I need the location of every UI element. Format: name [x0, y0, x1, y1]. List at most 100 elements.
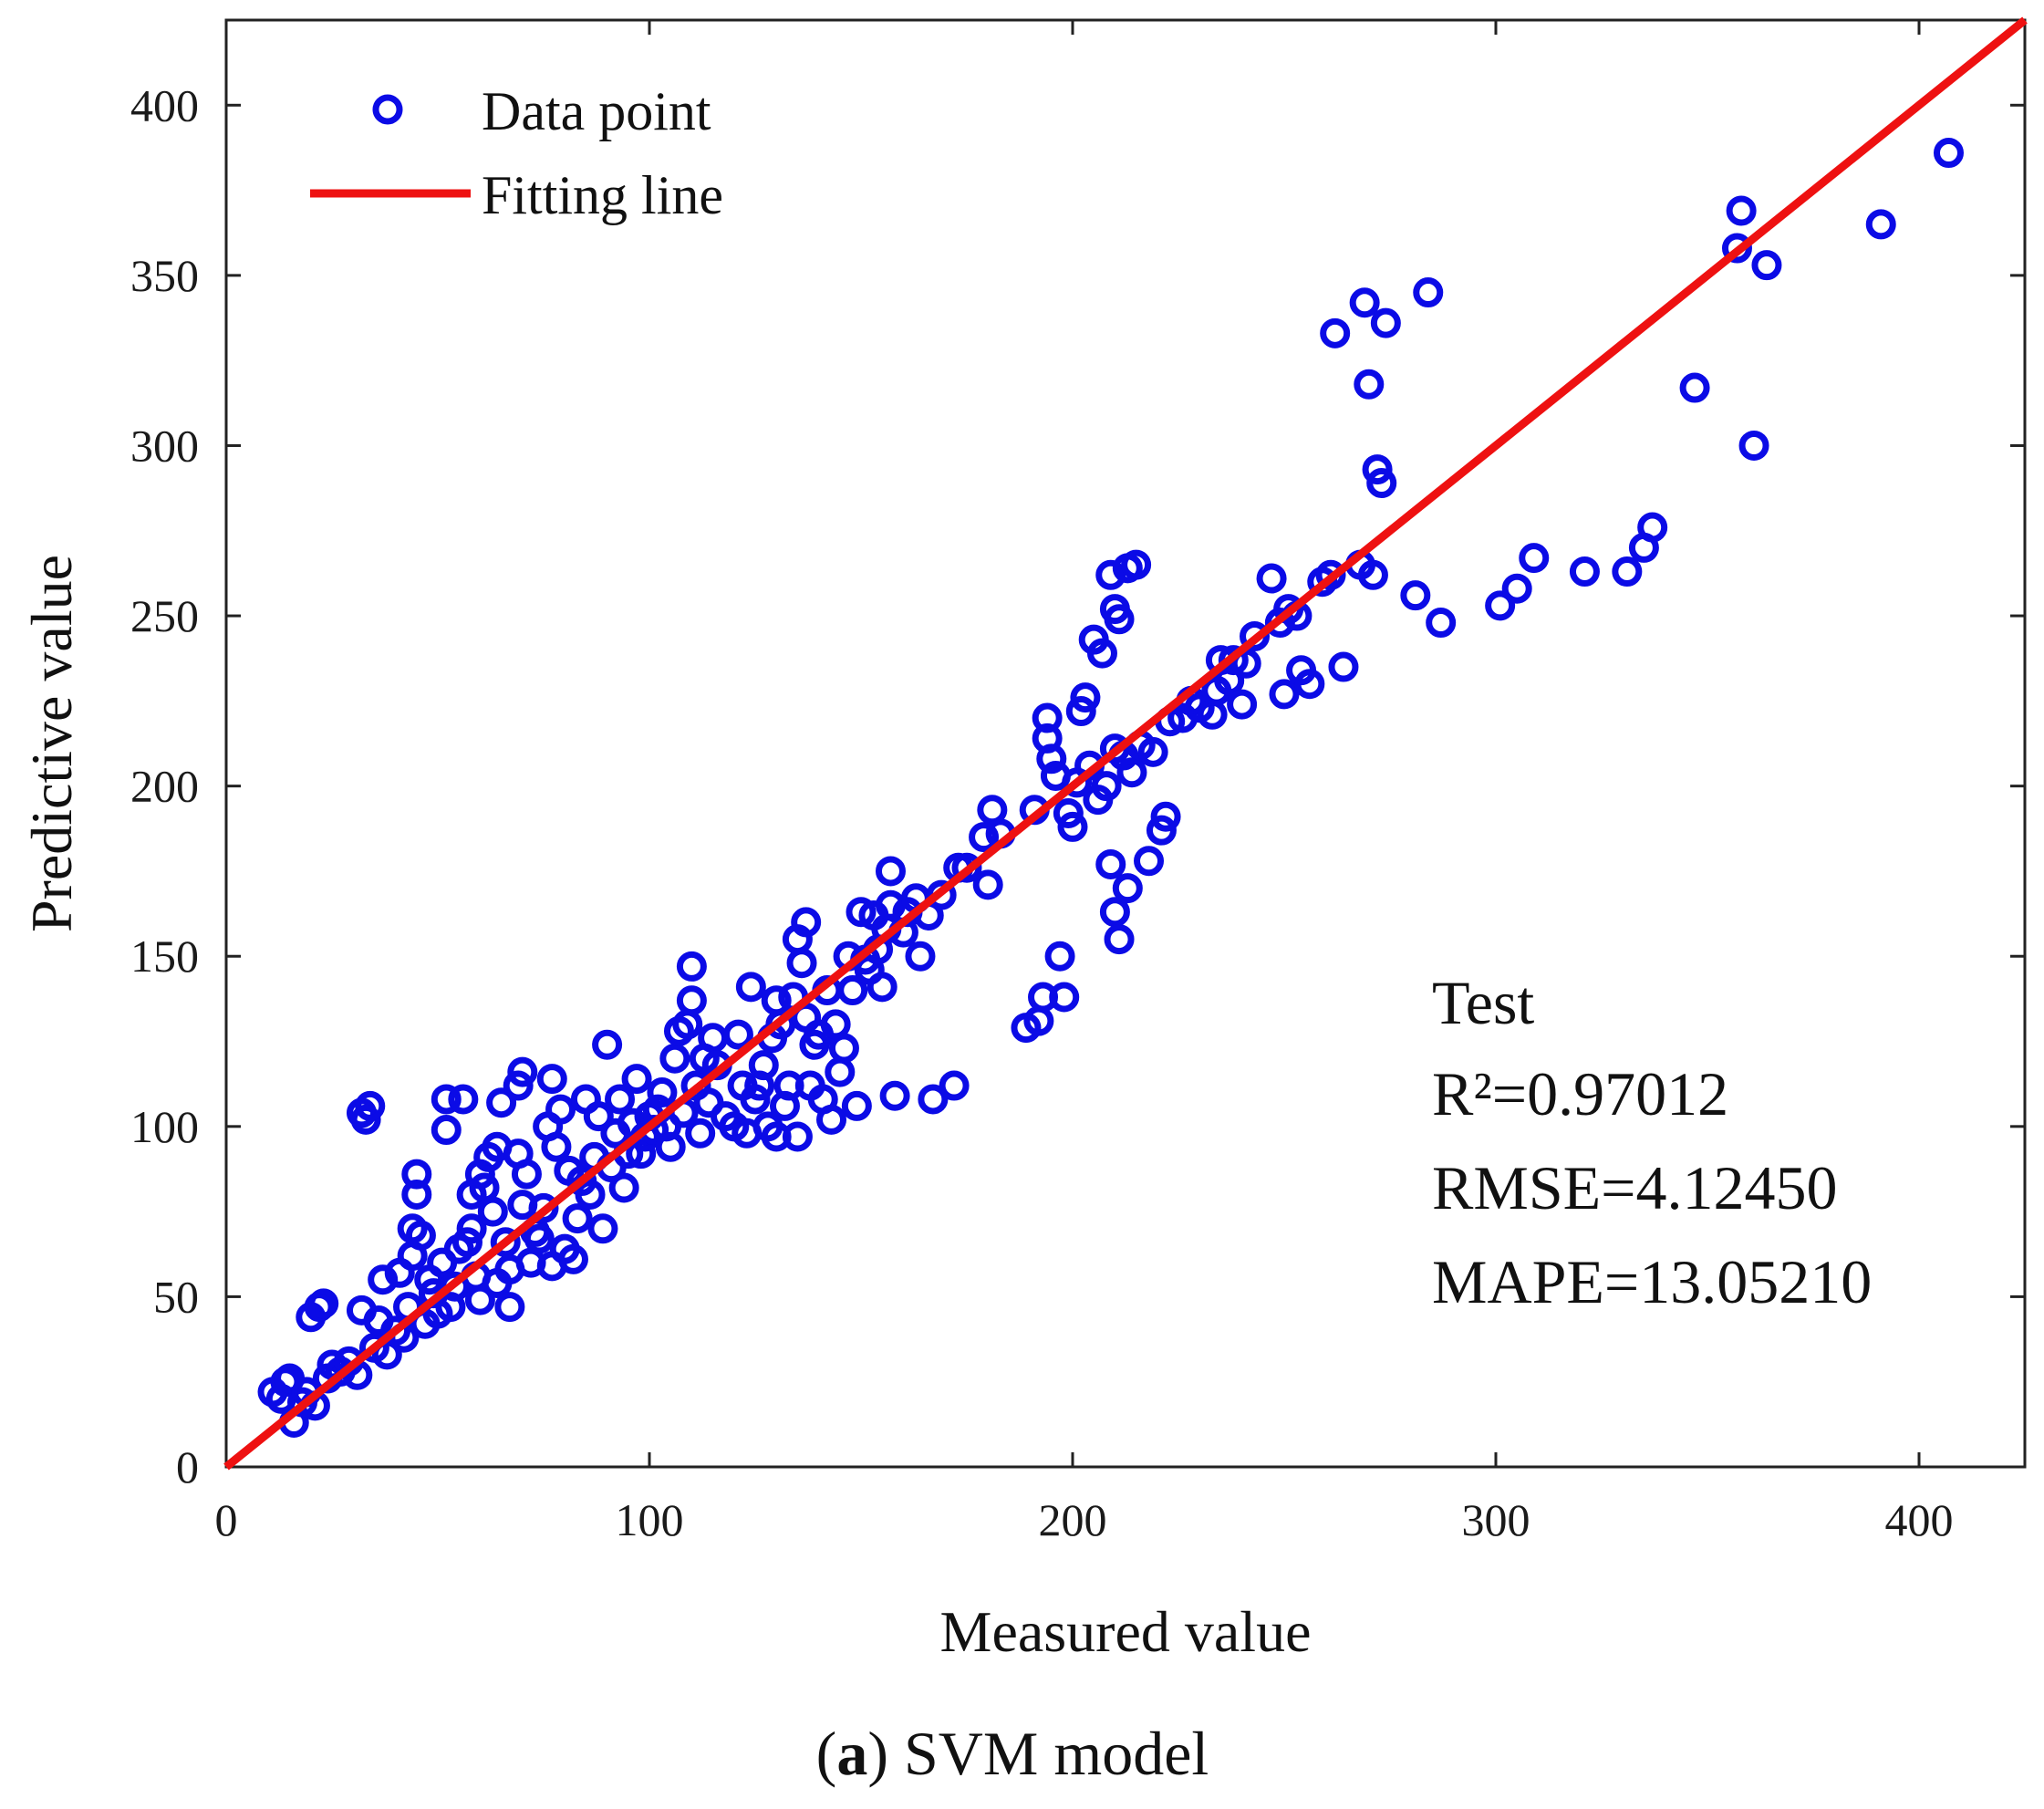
x-tick-label: 200	[1039, 1494, 1107, 1545]
data-point	[1104, 604, 1135, 635]
data-point	[1485, 590, 1516, 621]
data-point	[1413, 277, 1444, 308]
data-point	[875, 856, 906, 887]
data-point	[1032, 702, 1063, 733]
data-point	[748, 1050, 779, 1081]
y-tick-label: 150	[130, 930, 199, 982]
axis-tick-labels: 0 100 200 300 400 0 50 100 150 200 250 300 350 400	[130, 79, 1954, 1545]
data-point	[1612, 556, 1643, 587]
data-point	[1049, 982, 1080, 1013]
data-point	[1328, 651, 1359, 682]
stats-title: Test	[1432, 968, 1534, 1037]
data-point	[587, 1213, 618, 1244]
data-point	[507, 1056, 538, 1087]
data-point	[431, 1115, 462, 1146]
data-point	[355, 1090, 386, 1121]
stats-rmse: RMSE=4.12450	[1432, 1153, 1838, 1222]
data-point	[951, 852, 982, 883]
data-point	[841, 1090, 872, 1121]
data-point	[939, 1070, 970, 1101]
data-point	[1095, 848, 1126, 879]
data-point	[557, 1243, 588, 1274]
data-point	[536, 1064, 567, 1095]
data-point	[401, 1179, 432, 1210]
data-point	[583, 1101, 614, 1132]
data-point	[1320, 317, 1351, 348]
data-point	[1137, 736, 1168, 767]
data-point	[685, 1118, 716, 1149]
data-point	[541, 1131, 572, 1162]
data-point	[735, 972, 766, 1003]
data-point	[1362, 454, 1393, 485]
data-point	[722, 1019, 753, 1050]
data-point	[1738, 430, 1769, 461]
data-point	[1065, 696, 1096, 727]
data-point	[1104, 924, 1135, 955]
data-point	[608, 1172, 639, 1203]
data-point	[1134, 846, 1165, 877]
data-point	[503, 1070, 534, 1101]
stats-mape: MAPE=13.05210	[1432, 1247, 1872, 1316]
y-tick-label: 200	[130, 761, 199, 812]
data-point	[676, 951, 707, 982]
data-point	[621, 1064, 652, 1095]
data-points	[257, 138, 1964, 1438]
caption-open-paren: (	[816, 1719, 837, 1788]
y-tick-label: 350	[130, 250, 199, 301]
data-point	[1426, 608, 1457, 639]
data-point	[490, 1227, 521, 1258]
data-point	[969, 822, 1000, 853]
data-point	[1726, 195, 1757, 226]
data-point	[1933, 138, 1964, 169]
plot-frame	[224, 18, 2027, 1469]
data-point	[1121, 549, 1152, 580]
data-point	[879, 1080, 910, 1111]
data-point	[1227, 689, 1258, 720]
data-point	[1146, 815, 1177, 846]
data-point	[1150, 801, 1181, 832]
data-point	[782, 1121, 813, 1152]
data-point	[655, 1131, 686, 1162]
data-point	[562, 1203, 593, 1234]
x-tick-label: 100	[616, 1494, 684, 1545]
data-point	[1240, 620, 1271, 651]
data-point	[1294, 669, 1325, 700]
legend-label-data-point: Data point	[482, 81, 711, 141]
data-point	[837, 975, 868, 1006]
data-point	[528, 1192, 559, 1223]
data-point	[350, 1104, 381, 1135]
data-point	[791, 907, 822, 938]
y-tick-label: 400	[130, 79, 199, 130]
legend-marker-data-point	[372, 94, 403, 125]
data-point	[1099, 897, 1130, 928]
caption-label: a	[836, 1719, 867, 1788]
y-tick-label: 0	[176, 1441, 199, 1492]
caption-close-paren: )	[867, 1719, 888, 1788]
data-point	[866, 972, 897, 1003]
data-point	[456, 1213, 487, 1244]
data-point	[875, 889, 906, 920]
data-point	[368, 1264, 399, 1295]
data-point	[401, 1159, 432, 1190]
data-point	[308, 1288, 339, 1319]
data-point	[1519, 543, 1550, 574]
data-point	[1044, 941, 1075, 972]
data-point	[765, 1009, 796, 1040]
data-point	[977, 795, 1008, 826]
data-point	[1366, 468, 1397, 499]
y-tick-label: 250	[130, 590, 199, 641]
data-point	[431, 1084, 462, 1115]
data-point	[1036, 743, 1067, 775]
data-point	[1349, 287, 1380, 318]
data-point	[1354, 369, 1385, 400]
data-point	[1315, 559, 1346, 590]
data-point	[605, 1084, 636, 1115]
data-point	[1269, 679, 1300, 710]
data-point	[1070, 682, 1101, 713]
legend: Data point Fitting line	[310, 81, 723, 225]
data-point	[647, 1077, 678, 1108]
fitting-line	[223, 16, 2028, 1471]
data-point	[1112, 873, 1143, 904]
data-point	[494, 1292, 525, 1323]
